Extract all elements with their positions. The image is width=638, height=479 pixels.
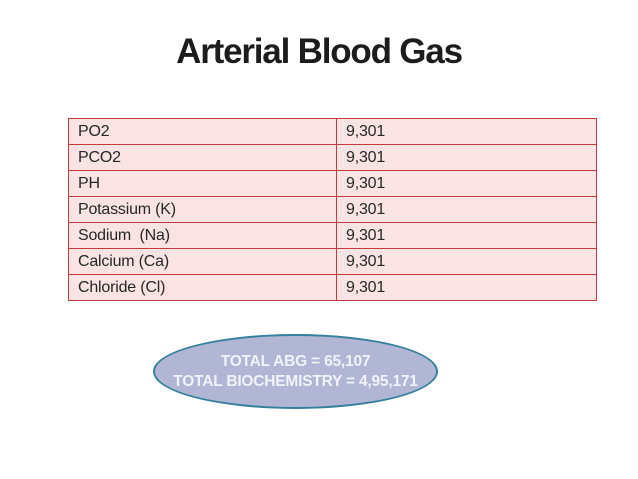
parameter-label-cell: Calcium (Ca) (68, 248, 337, 275)
parameter-label-cell: PH (68, 170, 337, 197)
total-abg-text: TOTAL ABG = 65,107 (220, 352, 371, 370)
parameter-label-cell: PCO2 (68, 144, 337, 171)
parameter-value-cell: 9,301 (336, 118, 597, 145)
table-row: PO2 9,301 (68, 118, 597, 145)
table-row: Potassium (K) 9,301 (68, 196, 597, 223)
table-row: PCO2 9,301 (68, 144, 597, 171)
parameter-value-cell: 9,301 (336, 170, 597, 197)
abg-table: PO2 9,301 PCO2 9,301 PH 9,301 Potassium (K) 9,3… (68, 118, 597, 301)
parameter-value-cell: 9,301 (336, 248, 597, 275)
parameter-label-cell: Sodium (Na) (68, 222, 337, 249)
abg-table-body: PO2 9,301 PCO2 9,301 PH 9,301 Potassium (K) 9,3… (68, 118, 597, 301)
parameter-value-cell: 9,301 (336, 274, 597, 301)
table-row: Sodium (Na) 9,301 (68, 222, 597, 249)
parameter-value-cell: 9,301 (336, 196, 597, 223)
table-row: Chloride (Cl) 9,301 (68, 274, 597, 301)
total-biochemistry-text: TOTAL BIOCHEMISTRY = 4,95,171 (173, 372, 418, 390)
table-row: PH 9,301 (68, 170, 597, 197)
parameter-label-cell: Potassium (K) (68, 196, 337, 223)
totals-ellipse: TOTAL ABG = 65,107 TOTAL BIOCHEMISTRY = … (153, 334, 438, 409)
parameter-value-cell: 9,301 (336, 144, 597, 171)
parameter-label-cell: Chloride (Cl) (68, 274, 337, 301)
table-row: Calcium (Ca) 9,301 (68, 248, 597, 275)
slide-title: Arterial Blood Gas (176, 32, 463, 71)
parameter-value-cell: 9,301 (336, 222, 597, 249)
parameter-label-cell: PO2 (68, 118, 337, 145)
